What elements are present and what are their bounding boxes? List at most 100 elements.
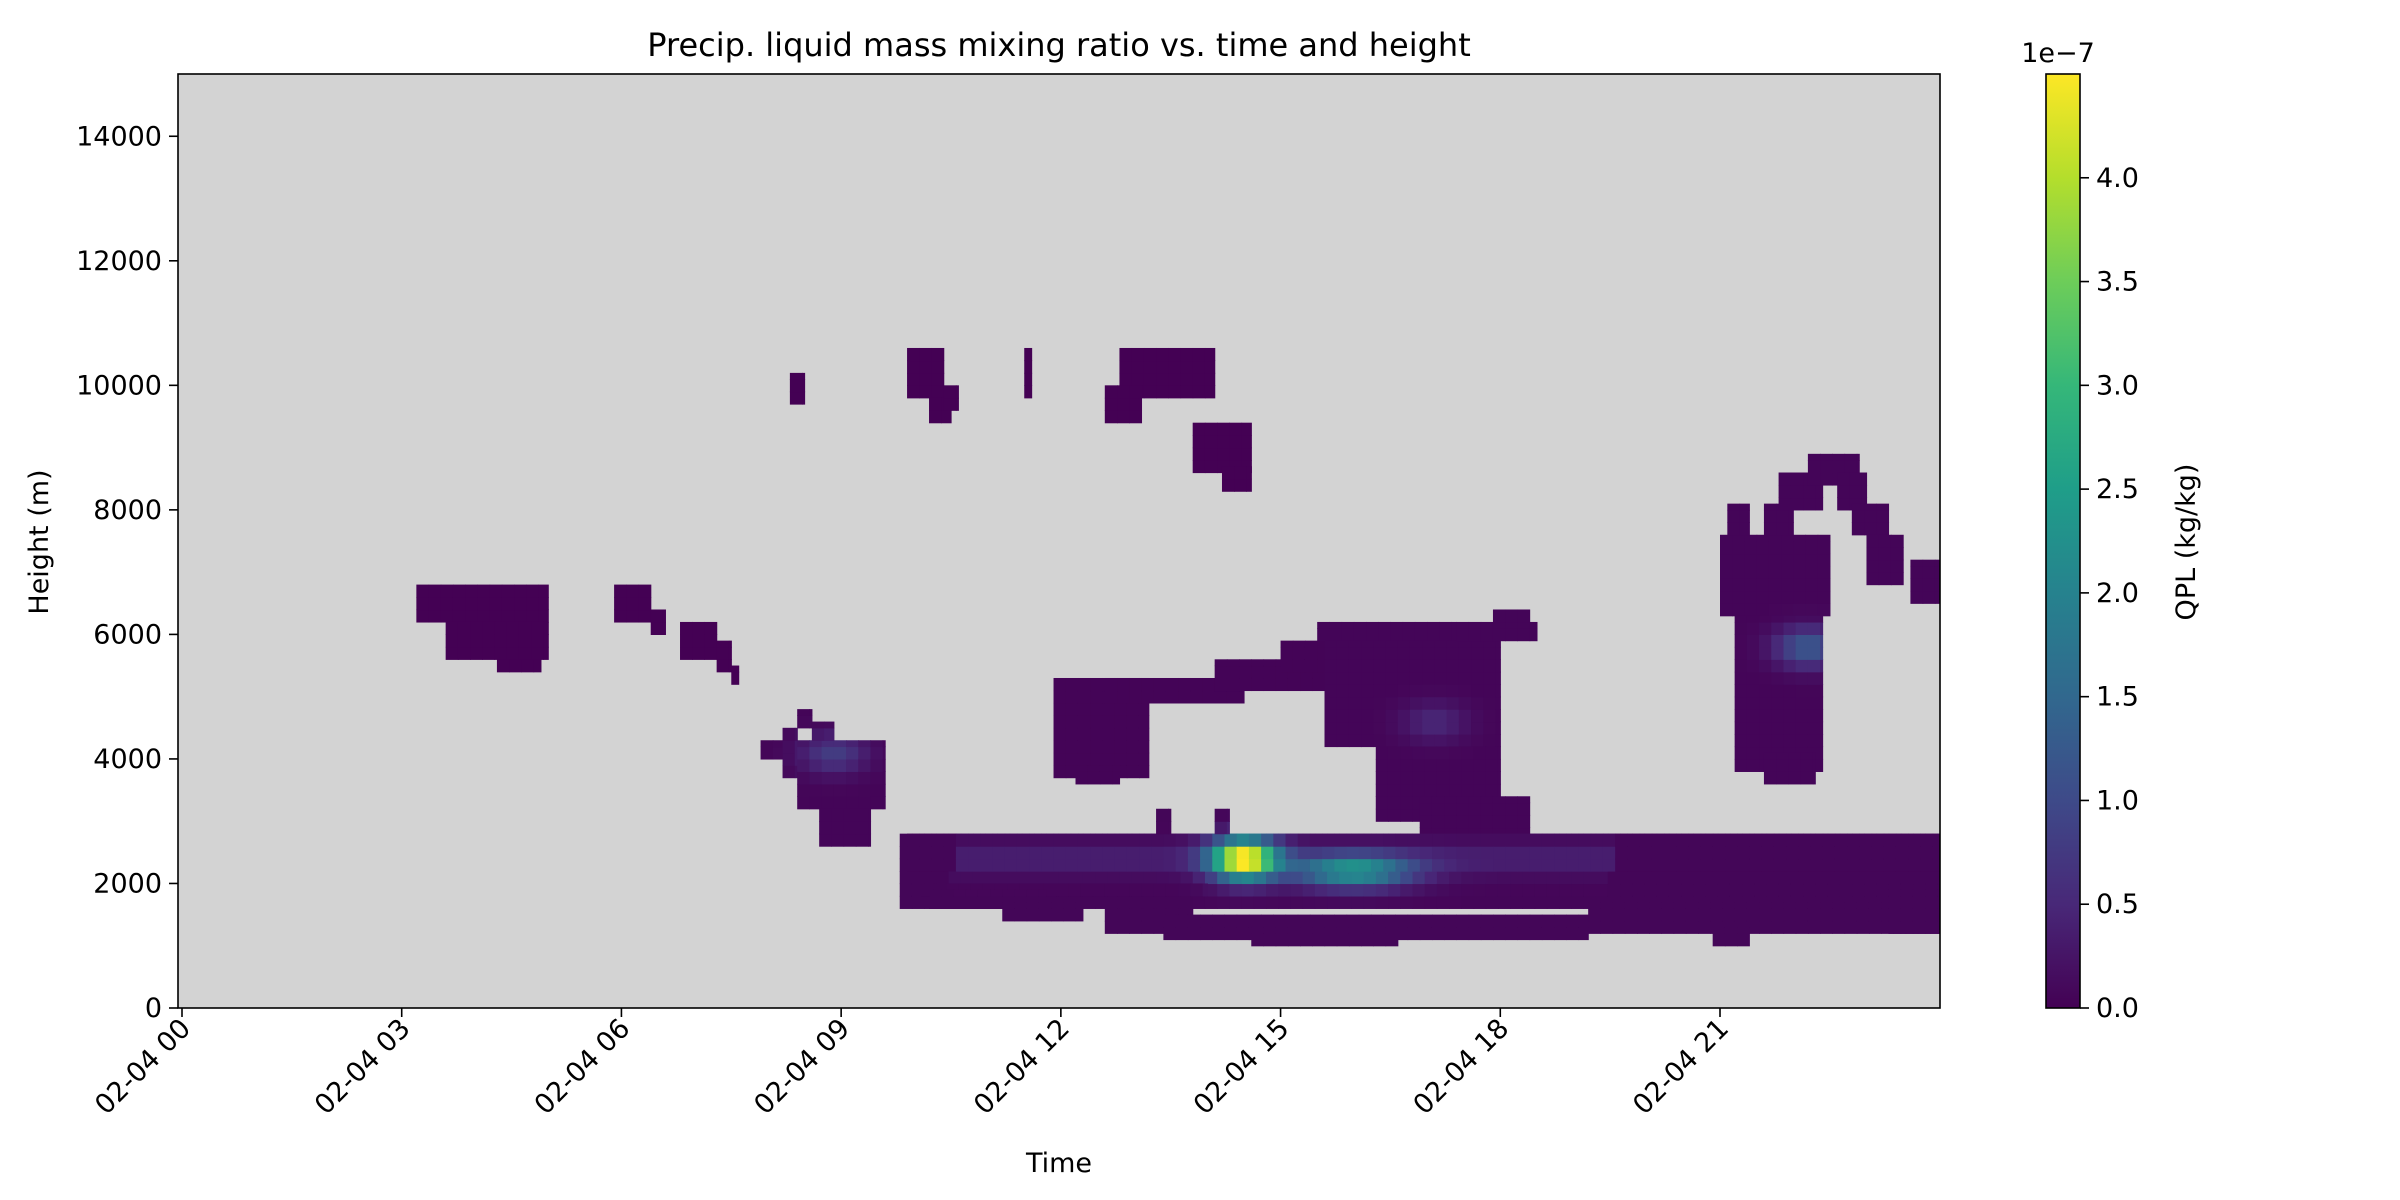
heatmap-cell xyxy=(1756,578,1770,592)
heatmap-cell xyxy=(1431,802,1445,816)
heatmap-cell xyxy=(1273,833,1287,847)
heatmap-cell xyxy=(1878,534,1892,548)
heatmap-cell xyxy=(1742,871,1755,885)
heatmap-cell xyxy=(1419,833,1433,847)
heatmap-cell xyxy=(1737,933,1750,947)
colorbar-tick-label: 0.0 xyxy=(2096,993,2139,1024)
heatmap-cell xyxy=(1566,846,1580,860)
heatmap-cell xyxy=(1348,640,1362,648)
heatmap-cell xyxy=(1075,771,1089,785)
heatmap-cell xyxy=(1348,659,1362,673)
heatmap-cell xyxy=(931,385,945,399)
heatmap-cell xyxy=(1126,702,1140,716)
heatmap-cell xyxy=(1385,721,1399,735)
heatmap-cell xyxy=(1090,677,1103,692)
heatmap-cell xyxy=(1285,833,1299,847)
heatmap-cell xyxy=(1397,721,1411,735)
heatmap-cell xyxy=(1324,933,1338,947)
heatmap-cell xyxy=(1422,696,1435,710)
heatmap-cell xyxy=(1419,914,1433,928)
heatmap-cell xyxy=(1483,709,1497,723)
heatmap-cell xyxy=(1239,659,1252,667)
heatmap-cell xyxy=(1434,684,1448,698)
heatmap-cell xyxy=(858,771,872,785)
heatmap-cell xyxy=(1529,621,1538,629)
heatmap-cell xyxy=(1324,646,1338,660)
heatmap-cell xyxy=(1129,690,1143,704)
heatmap-cell xyxy=(797,771,811,785)
heatmap-cell xyxy=(1336,646,1350,660)
heatmap-cell xyxy=(1104,908,1118,922)
heatmap-cell xyxy=(1327,871,1340,885)
heatmap-cell xyxy=(526,597,540,611)
x-tick-label: 02-04 18 xyxy=(1407,1013,1515,1121)
heatmap-cell xyxy=(1200,927,1213,941)
heatmap-cell xyxy=(1744,534,1758,542)
heatmap-cell xyxy=(1358,846,1372,860)
heatmap-cell xyxy=(1383,858,1397,872)
heatmap-cell xyxy=(1820,709,1824,723)
heatmap-cell xyxy=(821,796,835,810)
heatmap-cell xyxy=(1102,752,1116,766)
heatmap-cell xyxy=(1236,927,1250,941)
heatmap-cell xyxy=(965,895,979,909)
heatmap-cell xyxy=(1187,914,1201,928)
heatmap-cell xyxy=(518,621,532,635)
heatmap-cell xyxy=(1229,447,1243,461)
heatmap-cell xyxy=(1649,920,1663,934)
heatmap-cell xyxy=(1600,920,1614,934)
heatmap-cell xyxy=(1180,871,1194,885)
heatmap-cell xyxy=(1768,565,1782,579)
heatmap-cell xyxy=(1351,895,1365,909)
heatmap-cell xyxy=(1117,677,1130,692)
heatmap-cell xyxy=(1200,846,1213,860)
heatmap-cell xyxy=(1876,871,1890,885)
heatmap-cell xyxy=(1339,871,1353,885)
heatmap-cell xyxy=(1934,578,1940,592)
heatmap-cell xyxy=(1722,902,1736,909)
x-tick-label: 02-04 03 xyxy=(309,1013,417,1121)
heatmap-cell xyxy=(1217,895,1230,909)
heatmap-cell xyxy=(1327,895,1340,909)
heatmap-cell xyxy=(1095,895,1108,909)
heatmap-cell xyxy=(1871,846,1885,860)
heatmap-cell xyxy=(1746,659,1760,673)
heatmap-cell xyxy=(1117,410,1130,424)
heatmap-cell xyxy=(1241,447,1252,461)
heatmap-cell xyxy=(1226,659,1240,667)
heatmap-cell xyxy=(1190,883,1204,897)
heatmap-cell xyxy=(1375,871,1389,885)
heatmap-cell xyxy=(1473,783,1487,797)
heatmap-cell xyxy=(1187,833,1201,847)
heatmap-cell xyxy=(1180,372,1194,386)
heatmap-cell xyxy=(1419,846,1433,860)
heatmap-cell xyxy=(1297,846,1311,860)
heatmap-cell xyxy=(1588,920,1601,934)
heatmap-cell xyxy=(1324,927,1338,934)
heatmap-cell xyxy=(1471,709,1484,723)
heatmap-cell xyxy=(509,659,522,673)
y-tick-label: 4000 xyxy=(93,744,162,775)
heatmap-cell xyxy=(1822,833,1836,847)
heatmap-cell xyxy=(1336,709,1350,723)
heatmap-cell xyxy=(1807,902,1821,909)
heatmap-cell xyxy=(824,721,835,729)
heatmap-cells xyxy=(416,347,1940,947)
heatmap-cell xyxy=(1168,385,1182,399)
heatmap-cell xyxy=(1322,858,1335,872)
heatmap-cell xyxy=(943,397,957,411)
heatmap-cell xyxy=(1436,895,1450,909)
heatmap-cell xyxy=(1820,634,1824,648)
heatmap-cell xyxy=(760,740,774,748)
heatmap-cell xyxy=(1217,422,1230,436)
heatmap-cell xyxy=(1795,709,1809,723)
x-tick-label: 02-04 00 xyxy=(89,1013,197,1121)
heatmap-cell xyxy=(1292,640,1306,648)
heatmap-cell xyxy=(1644,871,1658,885)
heatmap-cell xyxy=(1661,902,1675,909)
heatmap-cell xyxy=(1639,833,1653,847)
heatmap-cell xyxy=(1815,484,1824,499)
heatmap-cell xyxy=(1820,621,1824,635)
heatmap-cell xyxy=(1412,871,1426,885)
heatmap-cell xyxy=(1786,846,1799,860)
